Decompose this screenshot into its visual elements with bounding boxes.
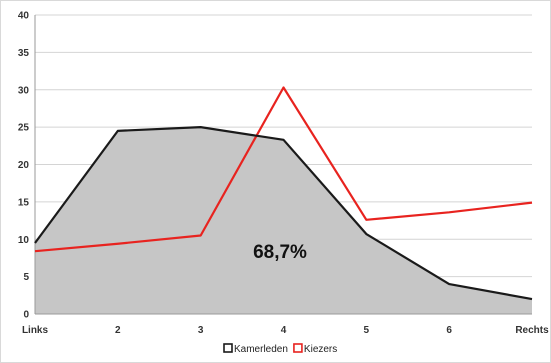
- series-lines: [34, 86, 533, 301]
- legend-swatch-kamerleden: [223, 343, 233, 353]
- y-tick-label: 10: [18, 235, 30, 246]
- x-tick-label: 5: [364, 325, 370, 336]
- series-line-kiezers: [34, 86, 533, 253]
- y-tick-labels: 0 5 10 15 20 25 30 35 40: [18, 11, 30, 321]
- x-tick-label: Rechts: [515, 325, 549, 336]
- legend-swatch-kiezers: [293, 343, 303, 353]
- axes: [34, 15, 532, 315]
- x-tick-labels: Links 2 3 4 5 6 Rechts: [22, 325, 549, 336]
- x-tick-label: 2: [115, 325, 121, 336]
- y-tick-label: 15: [18, 197, 30, 208]
- y-tick-label: 35: [18, 48, 30, 59]
- y-tick-label: 40: [18, 11, 30, 22]
- legend-label-kiezers: Kiezers: [304, 344, 337, 355]
- kamerleden-area: [35, 127, 532, 314]
- x-tick-label: Links: [22, 325, 49, 336]
- y-tick-label: 5: [23, 272, 29, 283]
- y-tick-label: 25: [18, 123, 30, 134]
- y-tick-label: 20: [18, 160, 30, 171]
- area-share-annotation: 68,7%: [253, 242, 307, 263]
- legend: Kamerleden Kiezers: [223, 343, 337, 355]
- x-tick-label: 4: [281, 325, 287, 336]
- x-tick-label: 6: [446, 325, 452, 336]
- y-tick-label: 0: [23, 310, 29, 321]
- x-tick-label: 3: [198, 325, 204, 336]
- area-fill-layer: [35, 127, 532, 314]
- y-tick-label: 30: [18, 85, 30, 96]
- legend-label-kamerleden: Kamerleden: [234, 344, 288, 355]
- series-line-kamerleden: [34, 126, 533, 301]
